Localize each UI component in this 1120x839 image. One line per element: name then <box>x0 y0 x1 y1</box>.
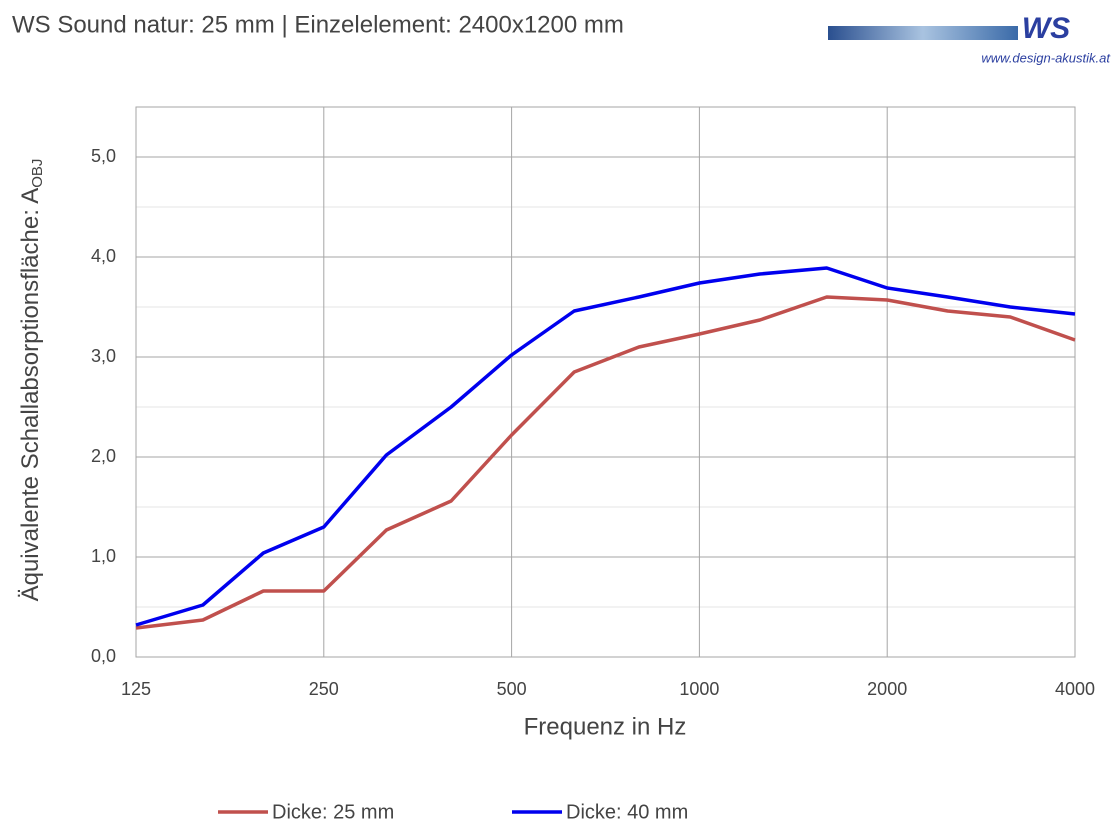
series-line <box>135 295 1076 630</box>
legend-label: Dicke: 25 mm <box>272 801 394 823</box>
x-tick-label: 2000 <box>867 679 907 699</box>
y-tick-label: 1,0 <box>91 546 116 566</box>
y-tick-label: 4,0 <box>91 246 116 266</box>
y-axis-title: Äquivalente Schallabsorptionsfläche: AOB… <box>17 159 46 602</box>
logo-band <box>828 26 1018 40</box>
y-axis-title-sub: OBJ <box>29 159 46 188</box>
plot-border <box>135 106 1076 658</box>
x-tick-label: 1000 <box>679 679 719 699</box>
y-tick-label: 5,0 <box>91 146 116 166</box>
y-tick-label: 3,0 <box>91 346 116 366</box>
chart-title: WS Sound natur: 25 mm | Einzelelement: 2… <box>12 11 624 38</box>
y-tick-label: 0,0 <box>91 646 116 666</box>
logo-text: WS <box>1022 12 1070 45</box>
x-tick-label: 500 <box>497 679 527 699</box>
x-tick-label: 250 <box>309 679 339 699</box>
x-axis-title: Frequenz in Hz <box>524 713 687 740</box>
series-line <box>135 266 1076 627</box>
y-axis-title-main: Äquivalente Schallabsorptionsfläche: A <box>17 188 44 602</box>
legend-label: Dicke: 40 mm <box>566 801 688 823</box>
x-tick-label: 4000 <box>1055 679 1095 699</box>
logo-url: www.design-akustik.at <box>981 50 1111 65</box>
y-tick-label: 2,0 <box>91 446 116 466</box>
x-tick-label: 125 <box>121 679 151 699</box>
